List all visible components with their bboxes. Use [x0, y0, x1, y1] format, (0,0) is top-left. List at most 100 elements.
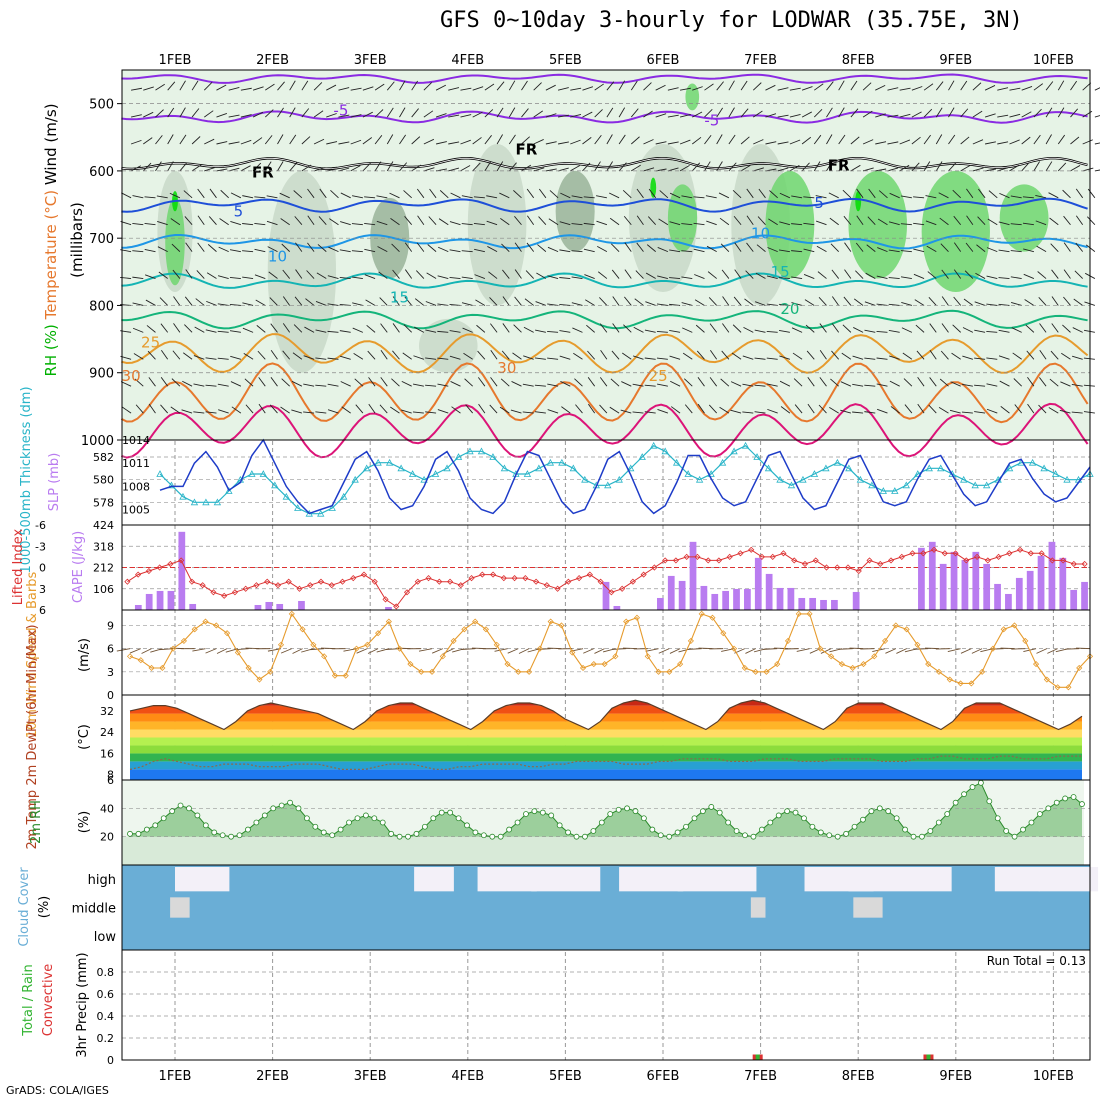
wind-barb [831, 350, 840, 360]
wind-barb [264, 161, 272, 172]
wind-barb [448, 114, 460, 118]
wind-barb [610, 243, 620, 252]
li-marker [694, 553, 701, 560]
wind-speed-marker [849, 664, 856, 672]
li-marker [909, 550, 916, 557]
wind-speed-marker [784, 637, 792, 644]
rh-marker [733, 828, 740, 834]
wind-barb [229, 249, 241, 253]
wind-barb [960, 136, 970, 145]
wind-barb [411, 136, 421, 145]
wind-barb [362, 111, 373, 118]
wind-speed-marker [1033, 661, 1040, 668]
li-marker [672, 557, 679, 564]
wind-barb [696, 350, 705, 360]
wind-barb [328, 246, 339, 253]
cloud-layer-label: low [94, 930, 117, 945]
wind-barb [423, 138, 435, 145]
wind-barb [368, 403, 376, 414]
li-marker [371, 578, 378, 585]
temp-band [130, 729, 1082, 738]
wind-barb [913, 222, 925, 226]
wind-barb [1035, 195, 1047, 199]
thickness-marker [856, 475, 865, 483]
wind-speed-marker [428, 668, 436, 675]
isotherm-line [121, 272, 1088, 289]
wind-speed-marker [741, 664, 748, 672]
wind-barb [132, 195, 144, 199]
wind-barb [611, 350, 620, 360]
wind-barb [853, 298, 864, 306]
precip-tick-label: 0.2 [97, 1032, 115, 1045]
wind-barb [484, 83, 495, 91]
wind-barb [571, 223, 583, 226]
wind-barb [148, 403, 156, 414]
wind-barb [1094, 87, 1100, 91]
wind-barb [868, 188, 876, 199]
thickness-marker [650, 441, 658, 449]
wind-barb [878, 190, 888, 199]
wind-barb [655, 113, 667, 118]
wind-barb [644, 329, 656, 333]
wind-speed-marker [299, 626, 306, 633]
wind-barb [793, 378, 803, 387]
wind-barb [264, 109, 274, 118]
wind-barb [681, 250, 693, 253]
isotherm-line [121, 309, 1088, 330]
wind-barb [496, 81, 505, 91]
wind-barb [316, 272, 327, 279]
wind-barb [852, 355, 864, 360]
wind-speed-marker [687, 637, 694, 644]
wind-barb [339, 277, 351, 279]
wind-barb [512, 352, 522, 360]
wind-barb [380, 350, 388, 360]
wind-barb [1014, 404, 1023, 414]
cape-bar [809, 597, 817, 610]
rh-marker [809, 823, 816, 830]
rh-marker [455, 815, 462, 822]
wind-barb [928, 404, 937, 414]
wind-barb [534, 384, 546, 387]
rh-marker [944, 811, 951, 817]
rh-marker [607, 811, 614, 817]
wind-barb [500, 378, 510, 387]
temp-tick-label: 32 [100, 705, 114, 718]
rh-marker [716, 809, 723, 816]
wind-barb [351, 223, 363, 226]
rh-marker [152, 822, 159, 829]
thickness-marker [799, 475, 807, 483]
cape-bar [189, 603, 197, 610]
thickness-marker [558, 458, 566, 466]
wind-barb [807, 377, 815, 387]
wind-barb [974, 329, 986, 333]
rh-marker [843, 830, 850, 837]
rh-marker [312, 823, 319, 830]
wind-barb-10m [431, 648, 443, 654]
wind-barb [594, 161, 601, 172]
wind-speed-marker [795, 610, 802, 617]
wind-barb [155, 109, 164, 118]
wind-barb [301, 164, 312, 172]
wind-barb [765, 84, 776, 91]
wind-barb [218, 409, 229, 414]
wind-barb [948, 134, 956, 145]
wind-barb [620, 409, 632, 414]
wind-barb-10m [796, 648, 810, 652]
day-label-top: 6FEB [647, 53, 680, 68]
wind-barb [803, 222, 815, 226]
wind-speed-marker [439, 653, 446, 660]
wind-barb [157, 220, 168, 226]
wind-barb [338, 141, 350, 145]
wind-barb [716, 81, 724, 91]
temp-tick-label: 24 [100, 726, 114, 739]
rh-marker [590, 828, 597, 834]
wind-barb [612, 296, 620, 306]
wind-barb-10m [1036, 648, 1048, 654]
thickness-marker [914, 470, 922, 477]
wind-barb [1074, 270, 1083, 279]
wind-barb [557, 87, 569, 91]
wind-barb [282, 296, 291, 306]
thickness-line [159, 444, 1091, 515]
